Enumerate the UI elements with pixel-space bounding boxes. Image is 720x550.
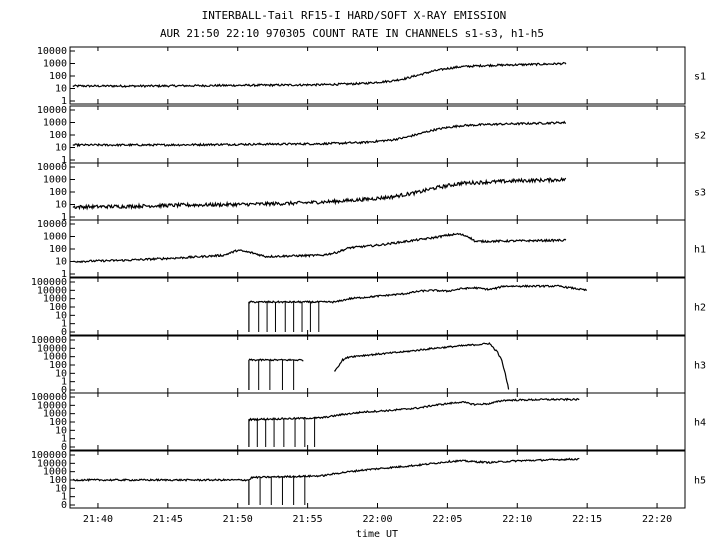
y-tick-label-h4: 1000 xyxy=(43,409,67,420)
series-line-h3 xyxy=(248,358,304,362)
panels-group: 100001000100101s1100001000100101s2100001… xyxy=(31,46,706,511)
y-tick-label-h4: 100000 xyxy=(31,392,67,403)
series-line-h4 xyxy=(248,397,580,422)
y-tick-label-h3: 10 xyxy=(55,368,67,379)
panel-frame-s1 xyxy=(69,46,686,105)
y-tick-label-s1: 1 xyxy=(61,96,67,107)
channel-label-s1: s1 xyxy=(694,72,706,83)
panel-frame-h2 xyxy=(69,277,686,336)
y-tick-label-h2: 10000 xyxy=(37,285,67,296)
y-tick-label-h5: 1 xyxy=(61,492,67,503)
series-line-h5 xyxy=(72,457,580,482)
y-tick-label-h2: 0 xyxy=(61,327,67,338)
y-tick-label-h4: 0 xyxy=(61,442,67,453)
series-line-2-h3 xyxy=(334,341,510,390)
y-tick-label-s3: 1 xyxy=(61,212,67,223)
y-tick-label-s3: 10000 xyxy=(37,162,67,173)
y-tick-label-h4: 100 xyxy=(49,417,67,428)
y-tick-label-h3: 1000 xyxy=(43,352,67,363)
x-axis: 21:40 21:45 21:50 21:55 22:00 22:05 22:10 22:15… xyxy=(83,514,672,525)
y-tick-label-h1: 1 xyxy=(61,269,67,280)
channel-label-h3: h3 xyxy=(694,361,706,372)
x-tick-label: 22:10 xyxy=(502,514,532,525)
panel-frame-s3 xyxy=(69,162,686,221)
x-tick-label: 22:15 xyxy=(572,514,602,525)
y-tick-label-h1: 100 xyxy=(49,244,67,255)
y-tick-label-h4: 10 xyxy=(55,425,67,436)
y-tick-label-h2: 100000 xyxy=(31,277,67,288)
y-tick-label-h1: 10 xyxy=(55,257,67,268)
x-tick-label: 22:20 xyxy=(642,514,672,525)
y-tick-label-s1: 10 xyxy=(55,84,67,95)
y-tick-label-s3: 1000 xyxy=(43,175,67,186)
y-tick-label-s1: 1000 xyxy=(43,59,67,70)
y-tick-label-h5: 1000 xyxy=(43,467,67,478)
x-tick-label: 22:05 xyxy=(432,514,462,525)
channel-label-h4: h4 xyxy=(694,418,706,429)
y-tick-label-h2: 10 xyxy=(55,310,67,321)
y-tick-label-s1: 100 xyxy=(49,71,67,82)
y-tick-label-h3: 100 xyxy=(49,360,67,371)
channel-label-h2: h2 xyxy=(694,303,706,314)
series-line-s1 xyxy=(72,61,567,89)
y-tick-label-h5: 100 xyxy=(49,475,67,486)
y-tick-label-h3: 0 xyxy=(61,385,67,396)
y-tick-label-h5: 100000 xyxy=(31,450,67,461)
x-tick-label: 21:45 xyxy=(153,514,183,525)
panel-frame-h4 xyxy=(69,392,686,451)
panel-frame-h3 xyxy=(69,335,686,394)
y-tick-label-s2: 10 xyxy=(55,143,67,154)
series-line-h1 xyxy=(72,232,567,264)
y-tick-label-h2: 100 xyxy=(49,302,67,313)
x-tick-label: 21:50 xyxy=(223,514,253,525)
y-tick-label-s3: 100 xyxy=(49,187,67,198)
series-line-s2 xyxy=(72,120,567,148)
channel-label-s3: s3 xyxy=(694,188,706,199)
chart-title-line-1: INTERBALL-Tail RF15-I HARD/SOFT X-RAY EM… xyxy=(202,9,507,22)
y-tick-label-s3: 10 xyxy=(55,200,67,211)
panel-frame-h1 xyxy=(69,219,686,278)
y-tick-label-h3: 1 xyxy=(61,377,67,388)
y-tick-label-h2: 1 xyxy=(61,319,67,330)
panel-frame-s2 xyxy=(69,105,686,164)
x-tick-label: 22:00 xyxy=(362,514,392,525)
y-tick-label-h3: 100000 xyxy=(31,335,67,346)
x-tick-label: 21:55 xyxy=(293,514,323,525)
y-tick-label-h3: 10000 xyxy=(37,343,67,354)
y-tick-label-s1: 10000 xyxy=(37,46,67,57)
y-tick-label-s2: 100 xyxy=(49,130,67,141)
channel-label-s2: s2 xyxy=(694,131,706,142)
channel-label-h5: h5 xyxy=(694,476,706,487)
y-tick-label-h1: 1000 xyxy=(43,232,67,243)
series-line-h2 xyxy=(248,284,587,304)
y-tick-label-s2: 1 xyxy=(61,155,67,166)
x-axis-label: time UT xyxy=(356,529,398,540)
x-tick-label: 21:40 xyxy=(83,514,113,525)
y-tick-label-h5: 10 xyxy=(55,483,67,494)
series-line-s3 xyxy=(72,176,567,211)
y-tick-label-s2: 1000 xyxy=(43,118,67,129)
y-tick-label-h4: 10000 xyxy=(37,400,67,411)
y-tick-label-h5: 10000 xyxy=(37,458,67,469)
y-tick-label-s2: 10000 xyxy=(37,105,67,116)
y-tick-label-h1: 10000 xyxy=(37,219,67,230)
y-tick-label-h4: 1 xyxy=(61,434,67,445)
channel-label-h1: h1 xyxy=(694,245,706,256)
y-tick-label-h2: 1000 xyxy=(43,294,67,305)
y-tick-label-h5: 0 xyxy=(61,500,67,511)
chart-title-line-2: AUR 21:50 22:10 970305 COUNT RATE IN CHA… xyxy=(160,27,544,40)
